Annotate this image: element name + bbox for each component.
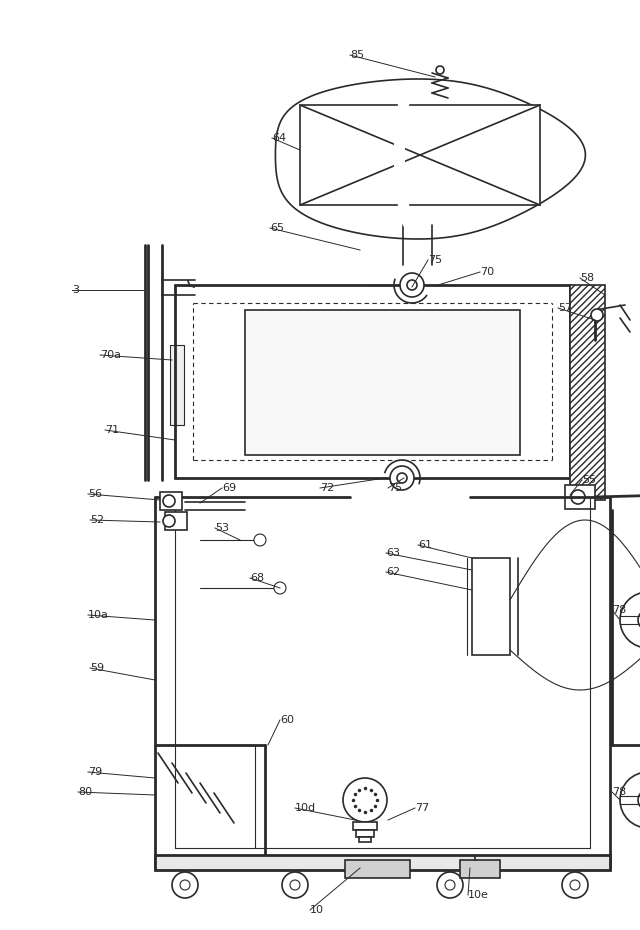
Bar xyxy=(460,860,500,878)
Circle shape xyxy=(620,772,640,828)
Bar xyxy=(359,837,371,842)
Circle shape xyxy=(591,309,603,321)
Circle shape xyxy=(390,466,414,490)
Circle shape xyxy=(180,880,190,890)
Bar xyxy=(245,310,520,455)
Bar xyxy=(472,558,510,655)
Text: 10a: 10a xyxy=(88,610,109,620)
Text: 64: 64 xyxy=(272,133,286,143)
Text: 10: 10 xyxy=(310,905,324,915)
Bar xyxy=(345,860,410,878)
Text: 72: 72 xyxy=(320,483,334,493)
Text: 3: 3 xyxy=(72,285,79,295)
Text: 70a: 70a xyxy=(100,350,121,360)
Bar xyxy=(353,822,377,830)
Text: 78: 78 xyxy=(612,787,627,797)
Text: 78: 78 xyxy=(612,605,627,615)
Text: 68: 68 xyxy=(250,573,264,583)
Bar xyxy=(565,485,595,509)
Text: 75: 75 xyxy=(388,483,402,493)
Bar xyxy=(570,285,605,500)
Circle shape xyxy=(445,880,455,890)
Text: 79: 79 xyxy=(88,767,102,777)
Text: 10d: 10d xyxy=(295,803,316,813)
Text: 55: 55 xyxy=(582,475,596,485)
Circle shape xyxy=(163,515,175,527)
Circle shape xyxy=(397,473,407,483)
Text: 10e: 10e xyxy=(468,890,489,900)
Bar xyxy=(356,830,374,837)
Circle shape xyxy=(562,872,588,898)
Text: 70: 70 xyxy=(480,267,494,277)
Text: 62: 62 xyxy=(386,567,400,577)
Circle shape xyxy=(436,66,444,74)
Circle shape xyxy=(274,582,286,594)
Bar xyxy=(165,512,187,530)
Text: 69: 69 xyxy=(222,483,236,493)
Circle shape xyxy=(172,872,198,898)
Circle shape xyxy=(638,610,640,630)
Circle shape xyxy=(570,880,580,890)
Circle shape xyxy=(620,592,640,648)
Text: 71: 71 xyxy=(105,425,119,435)
Text: 58: 58 xyxy=(580,273,594,283)
Bar xyxy=(160,492,182,510)
Text: 52: 52 xyxy=(90,515,104,525)
Text: 65: 65 xyxy=(270,223,284,233)
Text: 85: 85 xyxy=(350,50,364,60)
Text: 56: 56 xyxy=(88,489,102,499)
Circle shape xyxy=(407,280,417,290)
Bar xyxy=(155,855,610,870)
Text: 80: 80 xyxy=(78,787,92,797)
Text: 57: 57 xyxy=(558,303,572,313)
Circle shape xyxy=(638,790,640,810)
Text: 53: 53 xyxy=(215,523,229,533)
Circle shape xyxy=(163,495,175,507)
Circle shape xyxy=(282,872,308,898)
Circle shape xyxy=(571,490,585,504)
Text: 59: 59 xyxy=(90,663,104,673)
Circle shape xyxy=(254,534,266,546)
Text: 77: 77 xyxy=(415,803,429,813)
Circle shape xyxy=(290,880,300,890)
Text: 75: 75 xyxy=(428,255,442,265)
Text: 63: 63 xyxy=(386,548,400,558)
Bar xyxy=(170,345,184,425)
Circle shape xyxy=(437,872,463,898)
Bar xyxy=(300,105,540,205)
Circle shape xyxy=(343,778,387,822)
Polygon shape xyxy=(275,79,586,239)
Text: 60: 60 xyxy=(280,715,294,725)
Text: 61: 61 xyxy=(418,540,432,550)
Circle shape xyxy=(400,273,424,297)
